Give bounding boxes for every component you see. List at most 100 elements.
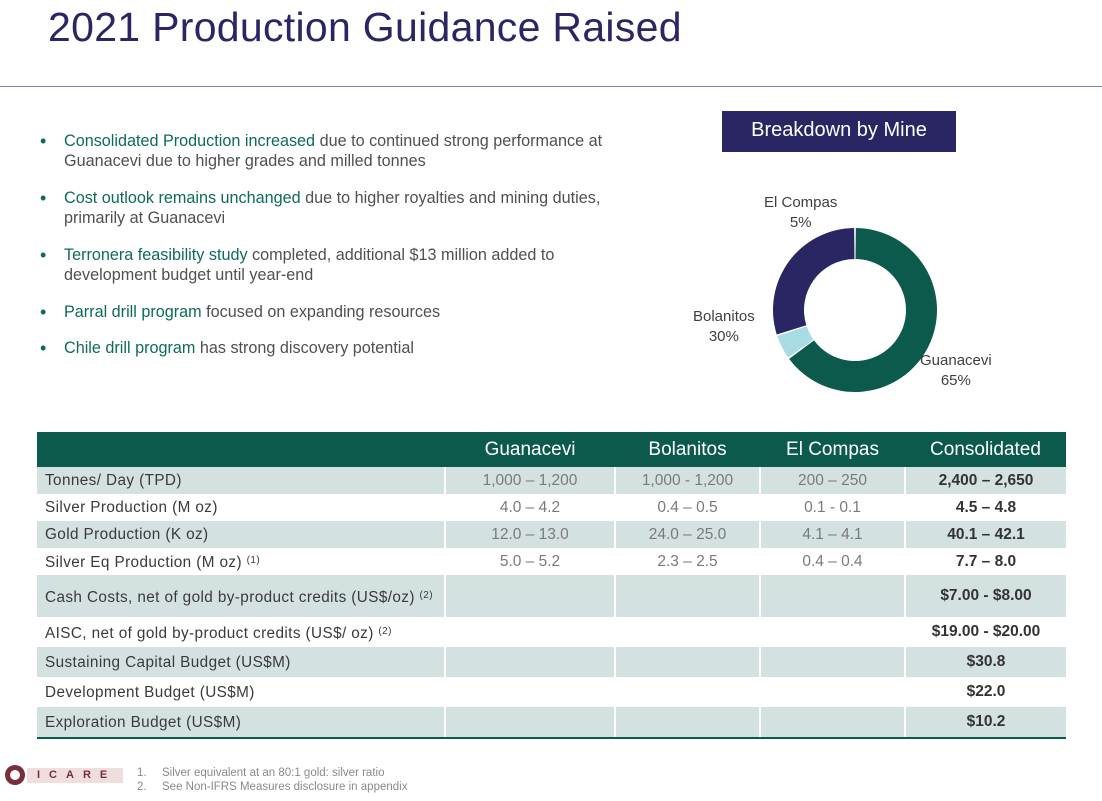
consolidated-cell: $22.0 (905, 677, 1066, 707)
table-cell (445, 677, 616, 707)
table-row: Exploration Budget (US$M) $10.2 (37, 707, 1066, 739)
table-row: Gold Production (K oz) 12.0 – 13.0 24.0 … (37, 521, 1066, 548)
table-row: Silver Production (M oz) 4.0 – 4.2 0.4 –… (37, 494, 1066, 521)
slice-name: Guanacevi (920, 352, 992, 369)
bullet-text: focused on expanding resources (201, 303, 441, 321)
bullet-text: completed, additional $13 million added … (64, 246, 555, 284)
title-divider (0, 86, 1102, 87)
table-cell (615, 677, 761, 707)
slice-name: El Compas (764, 194, 838, 211)
table-cell (445, 647, 616, 677)
table-row: Tonnes/ Day (TPD) 1,000 – 1,200 1,000 - … (37, 467, 1066, 494)
consolidated-cell: $19.00 - $20.00 (905, 617, 1066, 647)
bullet-item: Chile drill program has strong discovery… (40, 338, 640, 358)
table-cell (760, 575, 906, 617)
footnote-ref: (1) (246, 555, 261, 566)
row-label: Sustaining Capital Budget (US$M) (37, 647, 446, 677)
table-cell (615, 575, 761, 617)
table-header-row: Guanacevi Bolanitos El Compas Consolidat… (37, 432, 1066, 467)
bullet-highlight: Cost outlook remains unchanged (64, 189, 301, 207)
row-label: Gold Production (K oz) (37, 521, 446, 548)
consolidated-cell: 2,400 – 2,650 (905, 467, 1066, 494)
consolidated-cell: $30.8 (905, 647, 1066, 677)
donut-slice-el-compas (777, 326, 814, 358)
page-title: 2021 Production Guidance Raised (48, 4, 682, 50)
logo-text: ICARE (37, 769, 117, 781)
consolidated-cell: 4.5 – 4.8 (905, 494, 1066, 521)
table-cell: 24.0 – 25.0 (615, 521, 761, 548)
consolidated-cell: 40.1 – 42.1 (905, 521, 1066, 548)
footnote-1: 1. Silver equivalent at an 80:1 gold: sil… (137, 767, 385, 779)
table-cell (760, 647, 906, 677)
bullet-item: Cost outlook remains unchanged due to hi… (40, 188, 640, 228)
slice-label-el-compas: El Compas 5% (764, 193, 837, 233)
table-cell (615, 617, 761, 647)
table-row: Development Budget (US$M) $22.0 (37, 677, 1066, 707)
table-cell: 200 – 250 (760, 467, 906, 494)
row-label: Silver Eq Production (M oz) (1) (37, 548, 446, 575)
header-cell: Consolidated (905, 432, 1066, 467)
table-cell (615, 647, 761, 677)
donut-slice-guanacevi (789, 228, 937, 392)
consolidated-cell: 7.7 – 8.0 (905, 548, 1066, 575)
table-cell (760, 707, 906, 739)
table-cell: 2.3 – 2.5 (615, 548, 761, 575)
bullet-highlight: Terronera feasibility study (64, 246, 248, 264)
table-row: Silver Eq Production (M oz) (1) 5.0 – 5.… (37, 548, 1066, 575)
table-row: Cash Costs, net of gold by-product credi… (37, 575, 1066, 617)
bullet-text: has strong discovery potential (195, 339, 414, 357)
table-row: AISC, net of gold by-product credits (US… (37, 617, 1066, 647)
guidance-table: Guanacevi Bolanitos El Compas Consolidat… (37, 432, 1066, 739)
consolidated-cell: $7.00 - $8.00 (905, 575, 1066, 617)
table-cell: 0.4 – 0.4 (760, 548, 906, 575)
table-cell: 5.0 – 5.2 (445, 548, 616, 575)
bullet-text: due to continued strong performance at G… (64, 132, 603, 170)
logo-ring-icon (5, 765, 25, 785)
bullet-highlight: Consolidated Production increased (64, 132, 316, 150)
table-cell: 4.1 – 4.1 (760, 521, 906, 548)
bullet-item: Consolidated Production increased due to… (40, 131, 640, 171)
row-label: Development Budget (US$M) (37, 677, 446, 707)
donut-chart (773, 228, 937, 392)
header-cell: El Compas (760, 432, 905, 467)
table-cell (445, 575, 616, 617)
highlights-list: Consolidated Production increased due to… (40, 131, 640, 374)
table-cell: 0.4 – 0.5 (615, 494, 761, 521)
table-cell: 12.0 – 13.0 (445, 521, 616, 548)
table-cell (760, 617, 906, 647)
consolidated-cell: $10.2 (905, 707, 1066, 739)
table-cell: 0.1 - 0.1 (760, 494, 906, 521)
row-label: AISC, net of gold by-product credits (US… (37, 617, 446, 647)
table-cell: 4.0 – 4.2 (445, 494, 616, 521)
footnote-ref: (2) (378, 625, 392, 637)
bullet-highlight: Parral drill program (64, 303, 202, 321)
slice-name: Bolanitos (693, 308, 755, 325)
table-cell: 1,000 – 1,200 (445, 467, 616, 494)
footnote-2: 2. See Non-IFRS Measures disclosure in ap… (137, 781, 408, 793)
slice-percent: 30% (708, 328, 739, 345)
row-label: Exploration Budget (US$M) (37, 707, 446, 739)
table-cell (445, 617, 616, 647)
footnote-ref: (2) (419, 589, 433, 601)
slice-label-bolanitos: Bolanitos 30% (693, 307, 755, 347)
slice-percent: 65% (940, 372, 971, 389)
table-cell (445, 707, 616, 739)
header-cell: Guanacevi (445, 432, 615, 467)
bullet-item: Parral drill program focused on expandin… (40, 302, 640, 322)
company-logo: ICARE (5, 765, 125, 787)
donut-slice-bolanitos (773, 228, 855, 335)
breakdown-header: Breakdown by Mine (722, 111, 956, 152)
table-cell: 1,000 - 1,200 (615, 467, 761, 494)
bullet-highlight: Chile drill program (64, 339, 196, 357)
bullet-text: due to higher royalties and mining dutie… (64, 189, 601, 227)
row-label: Cash Costs, net of gold by-product credi… (37, 575, 446, 617)
slice-percent: 5% (789, 214, 812, 231)
slice-label-guanacevi: Guanacevi 65% (920, 351, 992, 391)
row-label: Silver Production (M oz) (37, 494, 446, 521)
header-cell (37, 432, 445, 467)
table-cell (615, 707, 761, 739)
row-label: Tonnes/ Day (TPD) (37, 467, 446, 494)
table-row: Sustaining Capital Budget (US$M) $30.8 (37, 647, 1066, 677)
table-cell (760, 677, 906, 707)
bullet-item: Terronera feasibility study completed, a… (40, 245, 640, 285)
